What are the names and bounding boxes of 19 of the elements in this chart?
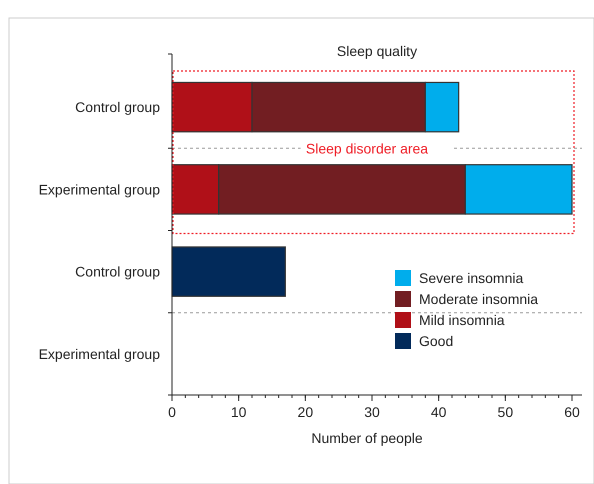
- legend-label: Moderate insomnia: [419, 291, 538, 307]
- y-tick-label: Control group: [75, 264, 160, 280]
- y-tick-label: Experimental group: [38, 181, 160, 198]
- chart-title: Sleep quality: [336, 43, 418, 59]
- legend-label: Good: [419, 333, 454, 349]
- x-tick-label: 30: [364, 404, 380, 420]
- bar: [171, 246, 286, 297]
- x-tick-label: 0: [168, 404, 176, 420]
- y-tick-label: Control group: [75, 99, 160, 116]
- x-tick-label: 60: [564, 404, 580, 420]
- legend-label: Mild insomnia: [419, 312, 505, 328]
- annotation: Sleep disorder area: [306, 140, 428, 156]
- x-axis-title: Number of people: [311, 430, 423, 446]
- legend-label: Severe insomnia: [419, 270, 524, 286]
- x-tick-label: 10: [230, 404, 247, 420]
- x-tick-label: 50: [498, 404, 514, 420]
- y-tick-label: Experimental group: [38, 346, 160, 362]
- x-tick-label: 40: [430, 404, 447, 420]
- x-tick-label: 20: [298, 404, 314, 420]
